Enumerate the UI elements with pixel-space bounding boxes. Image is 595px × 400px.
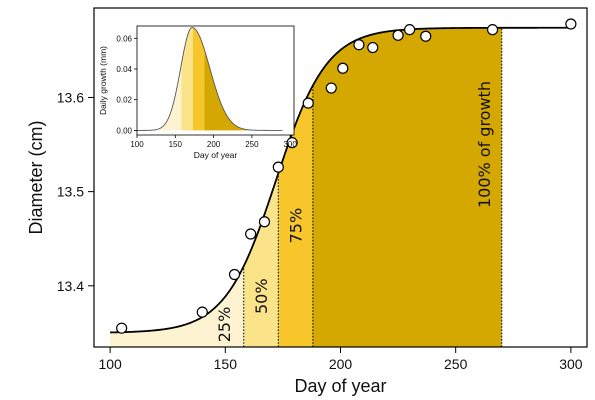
x-tick-label: 200 xyxy=(329,356,353,372)
data-point-15 xyxy=(420,30,432,42)
data-point-9 xyxy=(325,82,337,94)
band-area-2 xyxy=(243,173,279,347)
data-point-14 xyxy=(404,24,416,36)
y-tick-label: 13.5 xyxy=(57,184,84,200)
data-point-10 xyxy=(337,62,349,74)
inset-x-tick-label: 200 xyxy=(207,140,221,149)
y-axis-title: Diameter (cm) xyxy=(26,120,46,234)
inset-band-area-4 xyxy=(204,49,283,131)
data-point-8 xyxy=(302,97,314,109)
inset-x-tick-label: 300 xyxy=(283,140,297,149)
inset-x-tick-label: 250 xyxy=(245,140,259,149)
data-point-7 xyxy=(286,137,298,149)
band-area-1 xyxy=(110,266,244,347)
x-tick-label: 100 xyxy=(98,356,122,372)
x-axis-title: Day of year xyxy=(294,376,386,396)
band-label-50: 50% xyxy=(252,278,271,314)
data-point-3 xyxy=(228,268,241,281)
inset-frame xyxy=(136,25,295,136)
data-point-12 xyxy=(367,41,379,54)
y-tick-label: 13.6 xyxy=(57,89,84,105)
inset-y-tick-label: 0.04 xyxy=(116,65,132,74)
main-bands xyxy=(110,27,502,347)
inset-y-tick-label: 0.02 xyxy=(116,96,132,105)
band-label-75: 75% xyxy=(286,208,305,244)
inset-y-axis-title: Daily growth (mm) xyxy=(98,46,108,115)
data-point-5 xyxy=(258,216,271,228)
data-point-13 xyxy=(392,29,404,41)
inset-x-tick-label: 100 xyxy=(130,140,144,149)
x-tick-label: 150 xyxy=(214,356,238,372)
data-point-11 xyxy=(353,39,365,51)
x-tick-label: 250 xyxy=(444,356,468,372)
band-area-3 xyxy=(278,85,313,347)
inset-growth-curve xyxy=(137,27,283,131)
band-label-25: 25% xyxy=(215,307,234,343)
inset-x-tick-label: 150 xyxy=(169,140,183,149)
main-band-dividers xyxy=(243,27,503,347)
band-area-4 xyxy=(312,27,502,347)
inset-y-tick-label: 0.00 xyxy=(116,126,132,135)
main-x-ticks: 100 150 200 250 300 xyxy=(98,347,583,372)
main-y-ticks: 13.4 13.5 13.6 xyxy=(57,89,94,294)
inset-x-ticks: 100 150 200 250 300 xyxy=(130,135,297,149)
inset-band-area-3 xyxy=(192,27,205,131)
band-label-100: 100% of growth xyxy=(475,81,494,208)
inset-band-area-2 xyxy=(181,27,193,131)
data-point-4 xyxy=(245,228,257,240)
data-point-6 xyxy=(272,161,284,173)
data-point-2 xyxy=(196,306,208,318)
inset-x-axis-title: Day of year xyxy=(194,150,238,160)
data-point-1 xyxy=(116,322,128,334)
main-data-points xyxy=(116,18,577,334)
data-point-16 xyxy=(486,24,499,36)
data-point-17 xyxy=(565,18,577,30)
y-tick-label: 13.4 xyxy=(57,278,84,294)
x-tick-label: 300 xyxy=(559,356,583,372)
inset-y-ticks: 0.00 0.02 0.04 0.06 xyxy=(116,34,137,135)
inset-y-tick-label: 0.06 xyxy=(116,34,132,43)
